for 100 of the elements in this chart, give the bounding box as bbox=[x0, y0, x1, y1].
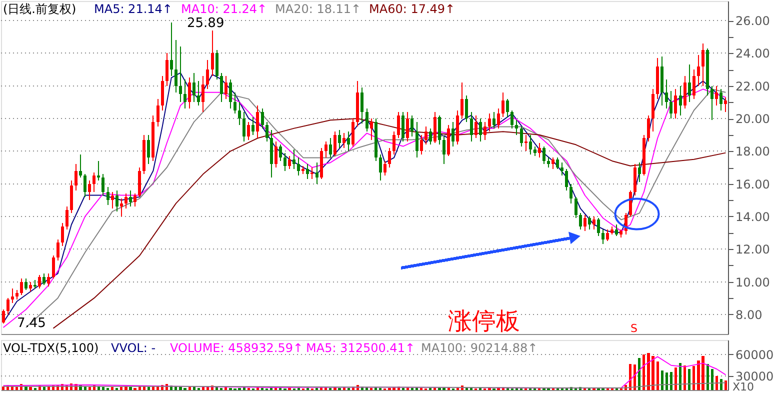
candlestick bbox=[238, 102, 242, 126]
candlestick bbox=[10, 288, 14, 304]
candlestick bbox=[715, 85, 718, 106]
annotation: S bbox=[630, 322, 638, 335]
candlestick bbox=[692, 69, 696, 100]
y-tick-label: 22.00 bbox=[736, 79, 770, 94]
candlestick bbox=[333, 131, 336, 157]
candlestick bbox=[502, 92, 505, 118]
candlestick bbox=[478, 118, 482, 142]
candlestick bbox=[274, 140, 278, 168]
candlestick bbox=[556, 157, 560, 170]
candlestick bbox=[383, 160, 386, 176]
candlestick bbox=[165, 52, 168, 86]
candlestick bbox=[688, 64, 691, 103]
text: MA10: 21.24↑ bbox=[181, 2, 268, 16]
candlestick bbox=[247, 121, 250, 140]
candlestick bbox=[438, 114, 441, 146]
y-tick-label: 12.00 bbox=[736, 242, 770, 257]
candlestick bbox=[192, 72, 196, 103]
annotation: 涨停板 bbox=[448, 307, 520, 335]
candlestick bbox=[234, 92, 237, 114]
candlestick bbox=[202, 76, 205, 112]
candlestick bbox=[510, 110, 514, 129]
chart-title: (日线.前复权) bbox=[3, 2, 76, 16]
candlestick bbox=[124, 193, 128, 209]
candlestick bbox=[460, 82, 464, 120]
candlestick bbox=[696, 54, 700, 86]
candlestick bbox=[678, 85, 682, 116]
candlestick bbox=[2, 309, 5, 324]
candlestick bbox=[15, 289, 18, 300]
y-tick-label: 24.00 bbox=[736, 46, 770, 61]
y-tick-label: 16.00 bbox=[736, 177, 770, 192]
candlestick bbox=[42, 273, 46, 286]
annotation: 25.89 bbox=[187, 16, 224, 31]
candlestick bbox=[506, 98, 510, 118]
text: MA20: 18.11↑ bbox=[275, 2, 362, 16]
candlestick bbox=[278, 144, 282, 162]
candlestick bbox=[724, 96, 728, 112]
candlestick bbox=[352, 118, 355, 147]
candlestick bbox=[92, 172, 96, 192]
candlestick bbox=[206, 59, 210, 90]
candlestick bbox=[306, 164, 310, 180]
candlestick bbox=[97, 160, 100, 182]
y-tick-label: 60000 bbox=[736, 348, 774, 362]
candlestick bbox=[38, 274, 42, 289]
candlestick bbox=[538, 142, 541, 158]
candlestick bbox=[615, 224, 618, 237]
candlestick bbox=[542, 146, 546, 165]
candlestick bbox=[224, 76, 228, 100]
candlestick bbox=[347, 131, 350, 152]
candlestick bbox=[406, 112, 410, 142]
candlestick bbox=[79, 154, 82, 178]
candlestick bbox=[188, 77, 192, 110]
candlestick bbox=[110, 191, 114, 209]
candlestick bbox=[210, 30, 214, 77]
candlestick bbox=[415, 121, 418, 158]
candlestick bbox=[147, 134, 150, 165]
y-tick-label: 14.00 bbox=[736, 210, 770, 224]
candlestick bbox=[170, 22, 173, 77]
candlestick bbox=[370, 118, 373, 140]
candlestick bbox=[288, 156, 292, 170]
candlestick bbox=[474, 114, 478, 139]
candlestick bbox=[497, 108, 500, 129]
y-tick-label: 10.00 bbox=[736, 275, 770, 290]
candlestick bbox=[552, 157, 555, 170]
candlestick bbox=[120, 198, 123, 217]
candlestick bbox=[283, 152, 286, 172]
text: MA5: 312500.41↑ bbox=[306, 341, 416, 355]
candlestick bbox=[492, 112, 496, 129]
candlestick bbox=[197, 80, 200, 106]
candlestick bbox=[720, 88, 723, 111]
candlestick bbox=[465, 95, 468, 122]
candlestick bbox=[47, 273, 50, 288]
candlestick bbox=[260, 108, 264, 129]
y-tick-label: 20.00 bbox=[736, 112, 770, 126]
candlestick bbox=[424, 126, 428, 146]
candlestick bbox=[638, 162, 641, 183]
candlestick bbox=[102, 174, 105, 196]
candlestick bbox=[215, 49, 218, 80]
candlestick bbox=[338, 129, 342, 148]
candlestick bbox=[520, 126, 523, 147]
candlestick bbox=[24, 278, 28, 290]
chart-subtitle: VVOL: - bbox=[111, 341, 156, 355]
candlestick bbox=[328, 138, 332, 158]
candlestick bbox=[297, 157, 300, 176]
candlestick bbox=[560, 162, 564, 176]
candlestick bbox=[365, 108, 368, 132]
candlestick bbox=[578, 212, 582, 230]
candlestick bbox=[488, 113, 491, 132]
candlestick bbox=[515, 120, 518, 136]
candlestick bbox=[602, 229, 605, 245]
candlestick bbox=[428, 128, 432, 146]
candlestick bbox=[184, 78, 187, 110]
candlestick bbox=[178, 46, 182, 103]
candlestick bbox=[378, 154, 382, 182]
candlestick bbox=[388, 147, 391, 168]
candlestick bbox=[156, 98, 160, 128]
candlestick bbox=[292, 149, 296, 170]
candlestick bbox=[442, 136, 446, 165]
candlestick bbox=[410, 114, 414, 137]
